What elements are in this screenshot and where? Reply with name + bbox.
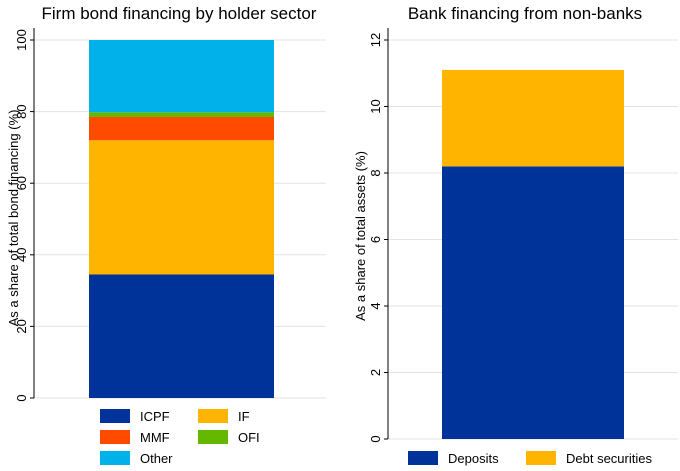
left-legend-label-icpf: ICPF	[140, 409, 170, 424]
left-legend-swatch-other	[100, 451, 130, 465]
left-chart-title: Firm bond financing by holder sector	[42, 4, 317, 23]
right-legend-swatch-deposits	[408, 451, 438, 465]
left-y-tick-label-40: 40	[14, 248, 29, 262]
right-legend-swatch-debt-securities	[526, 451, 556, 465]
right-chart-title: Bank financing from non-banks	[408, 4, 642, 23]
right-bar-segment-deposits	[442, 166, 624, 439]
left-legend-swatch-if	[198, 409, 228, 423]
left-legend-label-mmf: MMF	[140, 430, 170, 445]
left-y-tick-label-100: 100	[14, 29, 29, 51]
left-legend-label-other: Other	[140, 451, 173, 466]
right-y-axis-label: As a share of total assets (%)	[353, 151, 368, 321]
right-legend-label-debt-securities: Debt securities	[566, 451, 652, 466]
right-y-tick-label-6: 6	[368, 236, 383, 243]
left-bar-segment-mmf	[89, 116, 274, 141]
left-legend-swatch-ofi	[198, 430, 228, 444]
right-chart-panel: Bank financing from non-banks As a share…	[353, 4, 678, 466]
left-y-axis-label: As a share of total bond financing (%)	[6, 110, 21, 327]
right-y-tick-label-4: 4	[368, 302, 383, 309]
right-y-tick-label-10: 10	[368, 99, 383, 113]
right-y-tick-label-8: 8	[368, 169, 383, 176]
right-legend-label-deposits: Deposits	[448, 451, 499, 466]
left-bar-segment-other	[89, 40, 274, 113]
left-y-tick-label-20: 20	[14, 319, 29, 333]
right-y-tick-label-12: 12	[368, 33, 383, 47]
right-bar-segment-debt-securities	[442, 69, 624, 167]
left-legend-label-ofi: OFI	[238, 430, 260, 445]
left-bar-segment-ofi	[89, 112, 274, 117]
right-y-tick-label-2: 2	[368, 369, 383, 376]
right-legend: Deposits Debt securities	[408, 451, 652, 466]
left-stacked-bar	[89, 40, 274, 398]
left-legend-swatch-icpf	[100, 409, 130, 423]
right-y-tick-labels: 0 2 4 6 8 10 12	[368, 33, 388, 443]
left-bar-segment-if	[89, 140, 274, 275]
left-legend: ICPF IF MMF OFI Other	[100, 409, 260, 466]
left-y-tick-label-60: 60	[14, 176, 29, 190]
left-legend-label-if: IF	[238, 409, 250, 424]
left-legend-swatch-mmf	[100, 430, 130, 444]
right-stacked-bar	[442, 69, 624, 439]
left-bar-segment-icpf	[89, 274, 274, 398]
left-y-tick-label-80: 80	[14, 104, 29, 118]
left-y-tick-labels: 0 20 40 60 80 100	[14, 29, 34, 402]
left-chart-panel: Firm bond financing by holder sector As …	[6, 4, 326, 466]
left-y-tick-label-0: 0	[14, 394, 29, 401]
right-y-tick-label-0: 0	[368, 435, 383, 442]
